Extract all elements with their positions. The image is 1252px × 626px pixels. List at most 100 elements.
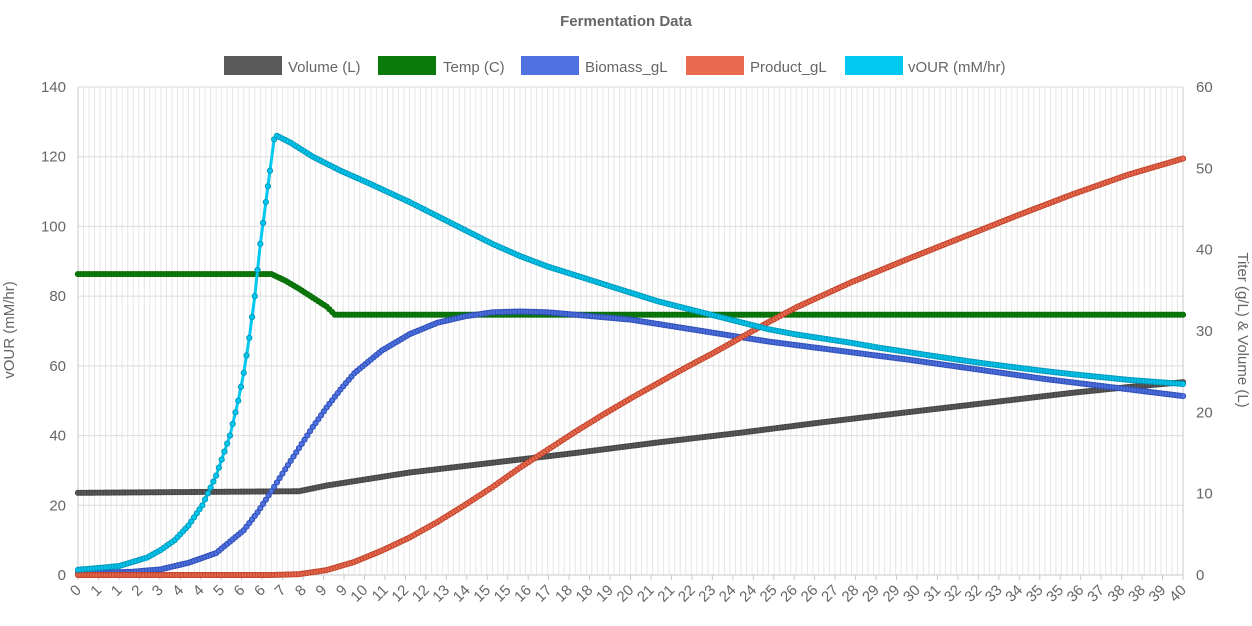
- x-tick-label: 4: [190, 582, 208, 600]
- data-point: [193, 510, 200, 517]
- legend-item[interactable]: Biomass_gL: [521, 56, 668, 76]
- data-point: [188, 518, 195, 525]
- data-point: [1179, 155, 1187, 162]
- data-point: [218, 456, 225, 463]
- legend-item[interactable]: Volume (L): [224, 56, 361, 76]
- data-point: [246, 334, 253, 342]
- y-right-tick-label: 40: [1196, 242, 1213, 259]
- y-left-tick-label: 60: [49, 358, 66, 375]
- data-point: [243, 352, 250, 359]
- data-point: [298, 440, 305, 447]
- data-point: [295, 445, 303, 452]
- legend-item[interactable]: Product_gL: [686, 56, 827, 76]
- y-axis-right-title: Titer (g/L) & Volume (L): [1234, 252, 1251, 407]
- data-point: [224, 440, 231, 447]
- data-point: [199, 502, 206, 509]
- legend-swatch: [845, 56, 903, 75]
- data-point: [254, 509, 261, 516]
- data-point: [266, 167, 274, 174]
- legend-swatch: [521, 56, 579, 75]
- legend-item[interactable]: vOUR (mM/hr): [845, 56, 1006, 76]
- data-point: [264, 183, 272, 190]
- y-left-tick-label: 100: [41, 218, 66, 235]
- legend-label: vOUR (mM/hr): [908, 59, 1006, 76]
- data-point: [279, 470, 286, 477]
- data-point: [226, 432, 234, 439]
- legend[interactable]: Volume (L) Temp (C) Biomass_gL Product_gL vO…: [224, 56, 1006, 76]
- series-2: [74, 308, 1187, 577]
- data-point: [215, 464, 222, 471]
- data-point: [213, 472, 220, 479]
- series-3: [74, 155, 1187, 579]
- data-point: [282, 466, 289, 473]
- x-tick-label: 6: [251, 582, 269, 600]
- data-point: [1179, 392, 1187, 400]
- data-point: [204, 490, 211, 497]
- grid: [77, 86, 1184, 576]
- data-point: [248, 313, 256, 321]
- y-left-tick-label: 80: [49, 288, 66, 305]
- data-point: [273, 479, 280, 486]
- data-point: [259, 500, 267, 508]
- legend-swatch: [378, 56, 436, 75]
- series-1: [74, 270, 1187, 318]
- data-point: [259, 219, 267, 227]
- x-tick-label: 40: [1166, 582, 1190, 606]
- x-tick-label: 5: [210, 582, 228, 600]
- data-point: [265, 492, 272, 499]
- legend-label: Product_gL: [750, 59, 827, 76]
- data-point: [1179, 380, 1187, 388]
- data-point: [254, 266, 261, 274]
- x-tick-label: 8: [292, 582, 310, 600]
- x-tick-label: 9: [333, 582, 351, 600]
- data-point: [301, 436, 308, 443]
- y-left-tick-label: 40: [49, 428, 66, 445]
- data-point: [262, 198, 269, 206]
- series-layer: [74, 132, 1187, 579]
- data-point: [190, 514, 198, 521]
- data-point: [201, 496, 209, 503]
- data-point: [268, 488, 275, 495]
- x-tick-label: 6: [231, 582, 249, 600]
- legend-label: Biomass_gL: [585, 59, 668, 76]
- data-point: [207, 484, 214, 491]
- data-point: [304, 432, 311, 439]
- y-axis-left-title: vOUR (mM/hr): [1, 281, 18, 379]
- y-right-tick-label: 60: [1196, 79, 1213, 96]
- y-right-tick-label: 10: [1196, 486, 1213, 503]
- data-point: [257, 240, 264, 247]
- data-point: [185, 522, 192, 529]
- data-point: [240, 369, 247, 376]
- y-left-tick-label: 120: [41, 149, 66, 166]
- data-point: [271, 483, 278, 490]
- data-point: [237, 383, 245, 390]
- data-point: [257, 505, 264, 512]
- x-tick-label: 0: [67, 582, 85, 600]
- y-left-tick-label: 140: [41, 79, 66, 96]
- y-left-tick-label: 0: [58, 567, 66, 584]
- data-point: [306, 428, 314, 435]
- legend-item[interactable]: Temp (C): [378, 56, 505, 76]
- data-point: [1179, 311, 1187, 318]
- data-point: [293, 449, 300, 456]
- x-tick-label: 4: [169, 582, 187, 600]
- data-point: [290, 453, 297, 460]
- y-right-tick-label: 0: [1196, 567, 1204, 584]
- series-4: [74, 132, 1187, 573]
- legend-swatch: [224, 56, 282, 75]
- data-point: [210, 478, 217, 485]
- data-point: [284, 461, 292, 469]
- data-point: [235, 397, 242, 404]
- data-point: [221, 448, 228, 455]
- legend-label: Volume (L): [288, 59, 361, 76]
- data-point: [229, 420, 236, 428]
- x-tick-label: 1: [87, 582, 105, 600]
- legend-swatch: [686, 56, 744, 75]
- x-tick-label: 9: [312, 582, 330, 600]
- x-tick-label: 3: [149, 582, 167, 600]
- x-tick-label: 2: [128, 582, 146, 600]
- data-point: [287, 457, 294, 464]
